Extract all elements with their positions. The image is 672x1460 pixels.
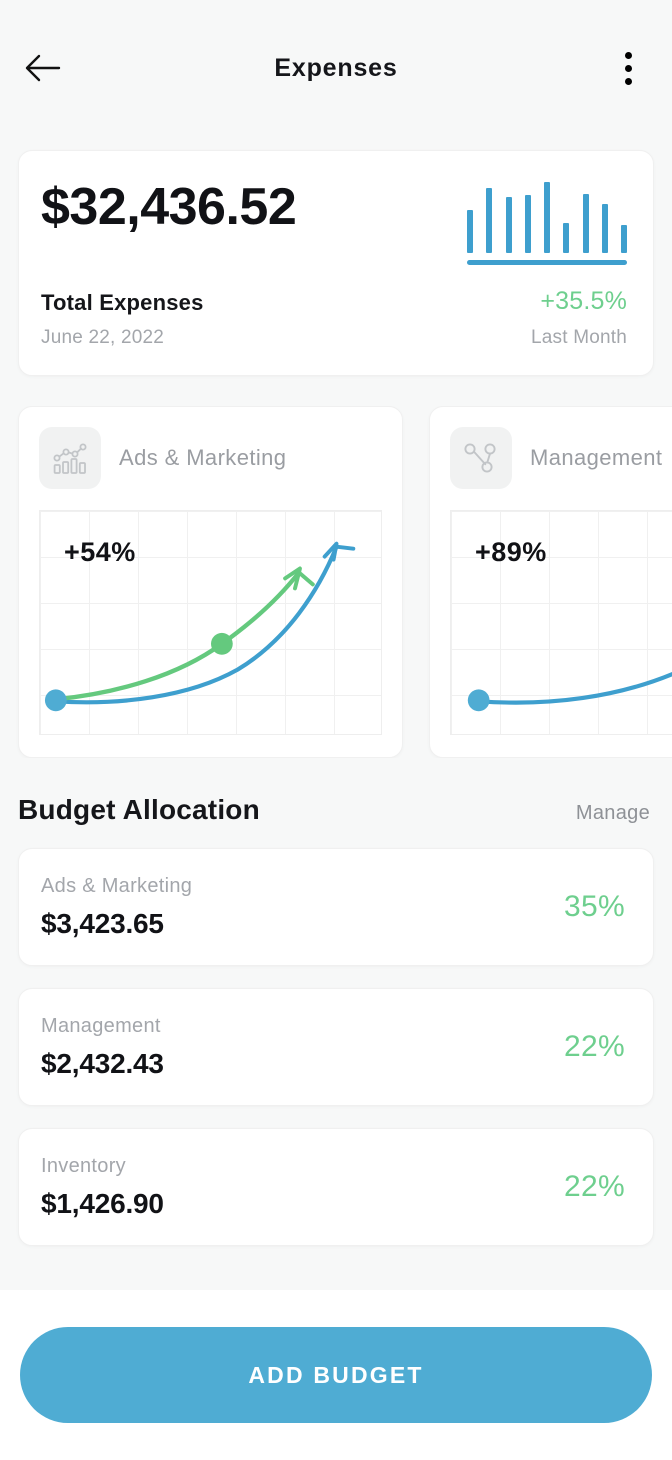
blue-trend-line <box>53 544 339 705</box>
budget-item-percent: 22% <box>564 1030 625 1063</box>
manage-link[interactable]: Manage <box>575 802 650 824</box>
sparkline-baseline <box>467 260 627 265</box>
budget-item-percent: 22% <box>564 1170 625 1203</box>
budget-item-amount: $2,432.43 <box>41 1047 164 1079</box>
budget-item-texts: Management $2,432.43 <box>41 1015 164 1080</box>
budget-item-texts: Ads & Marketing $3,423.65 <box>41 875 192 940</box>
trend-badge: +89% <box>475 537 547 567</box>
trend-lines <box>44 541 356 712</box>
blue-start-marker <box>467 689 490 712</box>
sparkline-bar <box>505 196 512 253</box>
budget-item-category: Ads & Marketing <box>41 874 193 897</box>
budget-item-amount: $3,423.65 <box>41 907 164 939</box>
sparkline-bar <box>621 224 627 253</box>
summary-date: June 22, 2022 <box>41 327 165 348</box>
sparkline-bar <box>582 193 589 253</box>
footer-bar: ADD BUDGET <box>0 1290 672 1460</box>
trend-card-header: Management <box>450 427 672 489</box>
budget-item-texts: Inventory $1,426.90 <box>41 1155 164 1220</box>
budget-list-item[interactable]: Ads & Marketing $3,423.65 35% <box>18 848 654 966</box>
budget-item-category: Management <box>41 1014 161 1037</box>
budget-allocation-header: Budget Allocation Manage <box>18 794 650 826</box>
network-share-icon <box>450 427 512 489</box>
overflow-menu-icon-dot <box>624 64 632 72</box>
trend-badge: +54% <box>64 537 136 567</box>
sparkline-bar <box>563 223 570 253</box>
budget-item-percent: 35% <box>564 890 625 923</box>
back-button[interactable] <box>14 40 70 96</box>
overflow-menu-icon-dot <box>624 51 632 59</box>
overflow-menu-icon-dot <box>624 77 632 85</box>
total-amount: $32,436.52 <box>41 178 297 236</box>
budget-item-category: Inventory <box>41 1154 126 1177</box>
green-mid-marker <box>210 632 233 655</box>
blue-arrow-tail <box>334 544 356 551</box>
sparkline-bar <box>544 181 550 253</box>
scroll-content[interactable]: $32,436.52 <box>0 130 672 1290</box>
page-title: Expenses <box>274 53 398 82</box>
trend-card-ads-marketing[interactable]: Ads & Marketing +54% <box>18 406 403 758</box>
summary-labels-right: +35.5% Last Month <box>531 287 627 349</box>
arrow-left-icon <box>25 54 61 82</box>
trend-card-title: Ads & Marketing <box>119 445 287 470</box>
blue-arrow-head <box>322 541 339 562</box>
trend-chart-ads-marketing: +54% <box>39 510 382 735</box>
change-badge: +35.5% <box>540 287 627 315</box>
app-bar: Expenses <box>0 0 672 130</box>
blue-start-marker <box>44 689 67 712</box>
trend-card-header: Ads & Marketing <box>39 427 382 489</box>
sparkline-chart <box>467 177 627 265</box>
trend-card-management[interactable]: Management +89% <box>429 406 672 758</box>
green-trend-line <box>53 570 302 702</box>
blue-trend-line <box>476 671 672 705</box>
trend-card-title: Management <box>530 445 663 470</box>
bar-chart-trend-icon <box>39 427 101 489</box>
summary-bottom-row: Total Expenses June 22, 2022 +35.5% Last… <box>41 287 627 349</box>
sparkline-bar <box>601 204 608 253</box>
budget-allocation-list: Ads & Marketing $3,423.65 35% Management… <box>18 848 654 1246</box>
green-arrow-tail <box>296 570 315 587</box>
budget-list-item[interactable]: Inventory $1,426.90 22% <box>18 1128 654 1246</box>
sparkline-bar <box>486 187 493 253</box>
green-arrow-head <box>283 566 302 591</box>
add-budget-button[interactable]: ADD BUDGET <box>20 1327 652 1423</box>
trend-chart-management: +89% <box>450 510 672 735</box>
sparkline-bars <box>467 179 627 253</box>
budget-list-item[interactable]: Management $2,432.43 22% <box>18 988 654 1106</box>
sparkline-bar <box>524 195 531 253</box>
trend-lines <box>467 671 672 712</box>
summary-labels-left: Total Expenses June 22, 2022 <box>41 290 204 349</box>
trend-cards-carousel[interactable]: Ads & Marketing +54% <box>0 406 672 758</box>
total-expenses-label: Total Expenses <box>41 290 204 315</box>
summary-top-row: $32,436.52 <box>41 177 627 265</box>
budget-item-amount: $1,426.90 <box>41 1187 164 1219</box>
sparkline-bar <box>467 210 473 253</box>
change-period-label: Last Month <box>531 327 627 348</box>
overflow-menu-button[interactable] <box>606 40 650 96</box>
total-expenses-card[interactable]: $32,436.52 <box>18 150 654 376</box>
budget-allocation-title: Budget Allocation <box>18 794 260 825</box>
